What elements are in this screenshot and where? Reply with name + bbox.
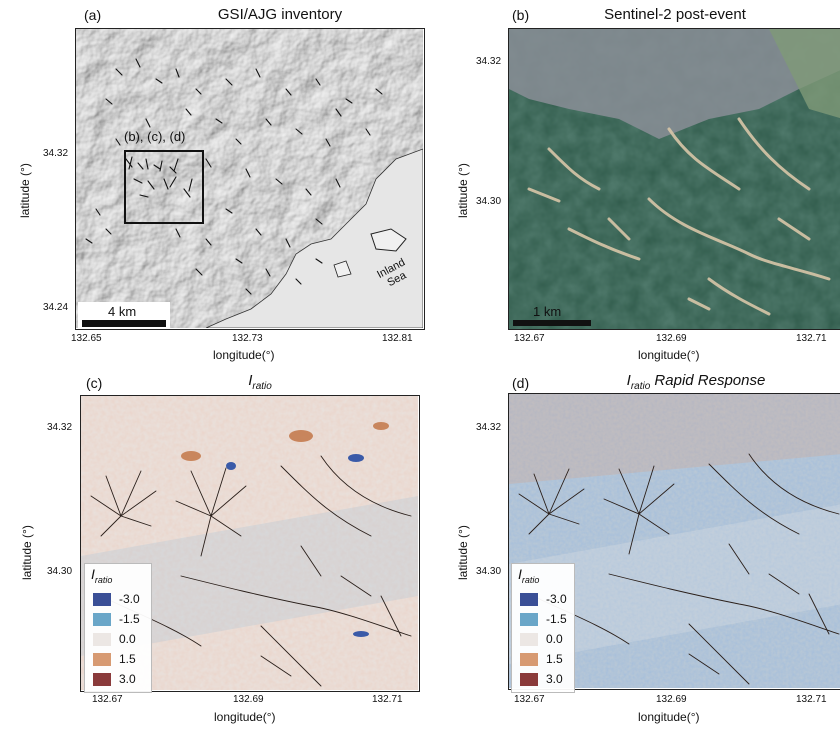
x-axis-label: longitude(°) [638, 710, 700, 724]
legend: Iratio -3.0 -1.5 0.0 1.5 3.0 [511, 563, 575, 693]
legend-value: 3.0 [119, 672, 136, 686]
x-tick: 132.71 [796, 333, 827, 344]
x-tick: 132.81 [382, 333, 413, 344]
x-tick: 132.69 [656, 333, 687, 344]
title-sub: ratio [630, 381, 651, 392]
panel-d-letter: (d) [512, 375, 530, 391]
scale-bar: 1 km [511, 302, 595, 328]
legend-value: -3.0 [546, 592, 567, 606]
legend-swatch [520, 593, 538, 606]
y-tick: 34.30 [476, 196, 502, 207]
legend-swatch [93, 653, 111, 666]
legend-value: 1.5 [119, 652, 136, 666]
legend-swatch [93, 613, 111, 626]
y-tick: 34.32 [476, 56, 502, 67]
scale-bar: 4 km [78, 302, 170, 328]
panel-d-title: Iratio Rapid Response [596, 372, 796, 392]
scale-bar-label: 1 km [533, 304, 562, 319]
panel-a-letter: (a) [84, 7, 102, 23]
panel-c-letter: (c) [86, 375, 103, 391]
y-tick: 34.30 [476, 566, 502, 577]
title-main: I [248, 372, 253, 389]
legend-swatch [520, 633, 538, 646]
legend-value: -1.5 [119, 612, 140, 626]
y-axis-label: latitude (°) [18, 163, 32, 218]
x-tick: 132.65 [71, 333, 102, 344]
legend-swatch [93, 673, 111, 686]
x-tick: 132.67 [92, 694, 123, 705]
x-tick: 132.67 [514, 694, 545, 705]
legend-value: 3.0 [546, 672, 563, 686]
scale-bar-label: 4 km [108, 304, 137, 319]
panel-a-map[interactable] [75, 28, 425, 330]
legend-title-main: I [518, 566, 522, 582]
scale-bar-line [513, 320, 591, 326]
y-axis-label: latitude (°) [456, 525, 470, 580]
legend-swatch [520, 653, 538, 666]
title-main: I [626, 372, 631, 389]
y-tick: 34.32 [476, 422, 502, 433]
legend-title: Iratio [518, 566, 540, 585]
panel-d-map[interactable] [508, 393, 840, 690]
x-tick: 132.71 [796, 694, 827, 705]
legend-value: 0.0 [119, 632, 136, 646]
legend-swatch [93, 593, 111, 606]
panel-b-image[interactable] [508, 28, 840, 330]
panel-b-letter: (b) [512, 7, 530, 23]
legend-value: -1.5 [546, 612, 567, 626]
scale-bar-line [82, 320, 166, 327]
title-rest: Rapid Response [650, 372, 766, 389]
legend-swatch [93, 633, 111, 646]
x-tick: 132.73 [232, 333, 263, 344]
y-tick: 34.24 [43, 302, 69, 313]
y-axis-label: latitude (°) [20, 525, 34, 580]
legend-value: 1.5 [546, 652, 563, 666]
legend-value: 0.0 [546, 632, 563, 646]
x-tick: 132.67 [514, 333, 545, 344]
legend-title: Iratio [91, 566, 113, 585]
inset-label: (b), (c), (d) [124, 129, 186, 144]
x-tick: 132.69 [233, 694, 264, 705]
x-axis-label: longitude(°) [213, 348, 275, 362]
title-sub: ratio [252, 381, 272, 392]
legend-title-sub: ratio [94, 575, 113, 585]
x-tick: 132.69 [656, 694, 687, 705]
legend-title-main: I [91, 566, 95, 582]
panel-b-title: Sentinel-2 post-event [604, 6, 746, 23]
panel-a-title: GSI/AJG inventory [217, 6, 343, 23]
legend: Iratio -3.0 -1.5 0.0 1.5 3.0 [84, 563, 152, 693]
x-axis-label: longitude(°) [214, 710, 276, 724]
legend-value: -3.0 [119, 592, 140, 606]
legend-title-sub: ratio [521, 575, 540, 585]
y-tick: 34.32 [43, 148, 69, 159]
y-tick: 34.30 [47, 566, 73, 577]
legend-swatch [520, 613, 538, 626]
y-axis-label: latitude (°) [456, 163, 470, 218]
panel-c-title: Iratio [220, 372, 300, 392]
y-tick: 34.32 [47, 422, 73, 433]
x-axis-label: longitude(°) [638, 348, 700, 362]
x-tick: 132.71 [372, 694, 403, 705]
legend-swatch [520, 673, 538, 686]
